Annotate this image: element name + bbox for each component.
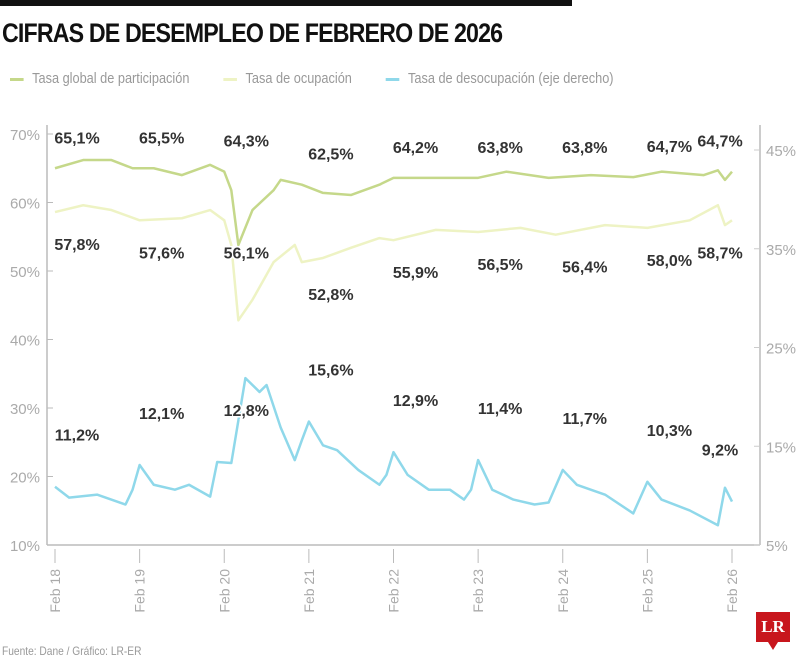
data-label: 65,5%: [139, 130, 184, 147]
data-label: 57,6%: [139, 245, 184, 262]
data-label: 11,7%: [563, 411, 607, 428]
left-tick-label: 50%: [10, 264, 40, 281]
right-tick-label: 35%: [766, 242, 796, 259]
data-label: 64,3%: [224, 134, 269, 151]
chart-title: CIFRAS DE DESEMPLEO DE FEBRERO DE 2026: [2, 18, 503, 48]
left-tick-label: 10%: [10, 538, 40, 555]
x-tick-label: Feb 20: [216, 569, 232, 613]
x-tick-label: Feb 26: [724, 569, 740, 613]
data-label: 56,5%: [477, 257, 522, 274]
x-tick-label: Feb 24: [555, 569, 571, 613]
legend-item-tgp: Tasa global de participación: [10, 70, 189, 87]
data-label: 52,8%: [308, 287, 353, 304]
right-tick-label: 45%: [766, 143, 796, 160]
legend-label: Tasa global de participación: [32, 70, 190, 87]
data-label: 55,9%: [393, 265, 438, 282]
right-tick-label: 15%: [766, 439, 796, 456]
left-tick-label: 60%: [10, 196, 40, 213]
data-label: 12,1%: [139, 406, 184, 423]
data-label: 11,2%: [55, 428, 99, 445]
right-tick-label: 5%: [766, 538, 788, 555]
data-label: 57,8%: [54, 237, 99, 254]
legend: Tasa global de participación Tasa de ocu…: [10, 70, 614, 87]
data-label: 64,7%: [697, 134, 742, 151]
data-label: 10,3%: [647, 423, 692, 440]
legend-item-to: Tasa de ocupación: [223, 70, 352, 87]
x-tick-label: Feb 21: [301, 569, 317, 613]
legend-item-td: Tasa de desocupación (eje derecho): [385, 70, 614, 87]
source-note: Fuente: Dane / Gráfico: LR-ER: [2, 644, 142, 658]
data-label: 56,1%: [224, 245, 269, 262]
left-tick-label: 30%: [10, 401, 40, 418]
data-label: 12,9%: [393, 393, 438, 410]
x-tick-label: Feb 19: [132, 569, 148, 613]
x-tick-label: Feb 18: [47, 569, 63, 613]
x-tick-label: Feb 23: [470, 569, 486, 613]
data-label: 62,5%: [308, 147, 353, 164]
data-label: 65,1%: [54, 130, 99, 147]
data-label: 64,7%: [647, 139, 692, 156]
right-tick-label: 25%: [766, 341, 796, 358]
data-label: 15,6%: [308, 363, 353, 380]
data-label: 9,2%: [702, 443, 738, 460]
legend-label: Tasa de ocupación: [245, 70, 352, 87]
data-label: 58,7%: [697, 245, 742, 262]
data-label: 56,4%: [562, 260, 607, 277]
lr-logo: LR: [756, 612, 790, 650]
series-line: [54, 376, 734, 527]
legend-swatch: [385, 77, 400, 81]
left-tick-label: 40%: [10, 333, 40, 350]
data-label: 11,4%: [478, 401, 522, 418]
left-tick-label: 70%: [10, 127, 40, 144]
left-tick-label: 20%: [10, 470, 40, 487]
legend-label: Tasa de desocupación (eje derecho): [407, 70, 614, 87]
x-tick-label: Feb 25: [639, 569, 655, 613]
top-bar: [0, 0, 572, 6]
legend-swatch: [223, 77, 238, 81]
x-tick-label: Feb 22: [386, 569, 402, 613]
data-label: 64,2%: [393, 140, 438, 157]
data-label: 63,8%: [562, 140, 607, 157]
series-line: [54, 158, 733, 247]
data-label: 63,8%: [477, 140, 522, 157]
data-label: 58,0%: [647, 253, 692, 270]
series-line: [54, 203, 733, 322]
data-label: 12,8%: [224, 403, 269, 420]
legend-swatch: [10, 77, 24, 81]
